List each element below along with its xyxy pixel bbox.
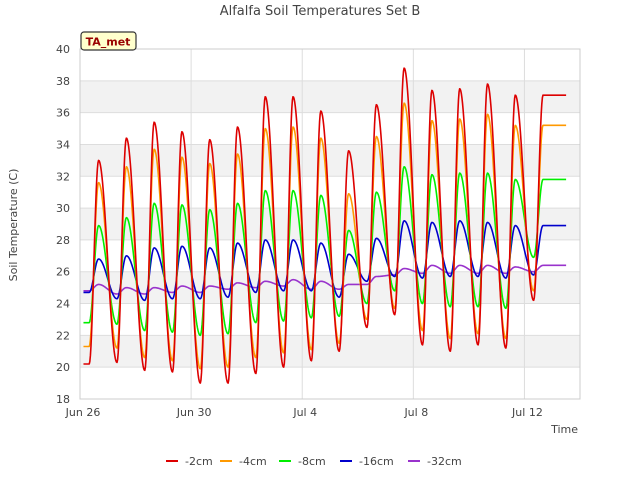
- legend-label: -4cm: [239, 455, 267, 468]
- x-tick-label: Jun 30: [176, 406, 212, 419]
- y-tick-label: 24: [56, 298, 70, 311]
- y-tick-label: 20: [56, 361, 70, 374]
- legend: -2cm -4cm -8cm -16cm -32cm: [166, 455, 462, 468]
- y-tick-labels: 18 20 22 24 26 28 30 32 34 36 38 40: [56, 43, 70, 406]
- y-tick-label: 32: [56, 170, 70, 183]
- legend-label: -32cm: [427, 455, 462, 468]
- x-tick-label: Jul 4: [292, 406, 317, 419]
- plot-frame: [79, 48, 581, 400]
- x-tick-labels: Jun 26 Jun 30 Jul 4 Jul 8 Jul 12: [65, 406, 543, 419]
- grid-bands: [80, 80, 580, 368]
- series-line-neg2cm: [83, 67, 567, 384]
- y-tick-label: 38: [56, 75, 70, 88]
- y-tick-label: 40: [56, 43, 70, 56]
- annotation-box: TA_met: [80, 31, 137, 51]
- legend-label: -2cm: [185, 455, 213, 468]
- annotation-label: TA_met: [86, 36, 131, 49]
- y-tick-label: 22: [56, 329, 70, 342]
- chart-title: Alfalfa Soil Temperatures Set B: [220, 4, 421, 19]
- series-line-neg32cm: [83, 264, 567, 295]
- x-tick-label: Jun 26: [65, 406, 101, 419]
- y-tick-label: 28: [56, 234, 70, 247]
- y-tick-label: 18: [56, 393, 70, 406]
- y-tick-label: 26: [56, 266, 70, 279]
- grid-band: [80, 80, 580, 113]
- y-tick-label: 30: [56, 202, 70, 215]
- y-tick-label: 36: [56, 107, 70, 120]
- legend-label: -8cm: [298, 455, 326, 468]
- y-axis-label: Soil Temperature (C): [7, 169, 20, 282]
- grid-band: [80, 144, 580, 177]
- grid-band: [80, 335, 580, 368]
- x-axis-label: Time: [550, 423, 578, 436]
- x-tick-label: Jul 8: [403, 406, 428, 419]
- series-layer: [83, 67, 567, 384]
- legend-label: -16cm: [359, 455, 394, 468]
- grid-band: [80, 271, 580, 304]
- y-tick-label: 34: [56, 138, 70, 151]
- x-tick-label: Jul 12: [511, 406, 543, 419]
